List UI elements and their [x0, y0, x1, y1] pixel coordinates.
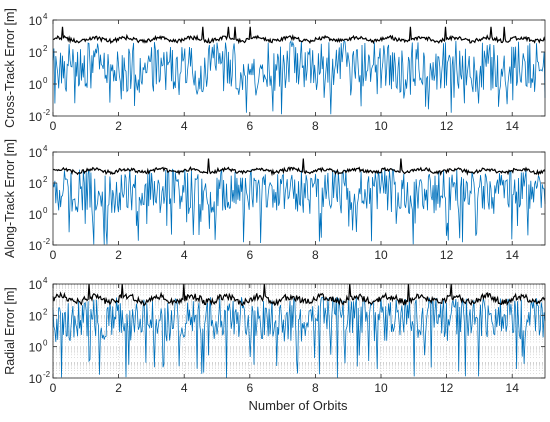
- panel-3-x-tick-label: 2: [115, 381, 122, 395]
- panel-2-x-tick-label: 12: [440, 248, 454, 262]
- panel-3-y-tick-label: 10: [29, 278, 43, 292]
- panel-1-error-series: [52, 40, 546, 115]
- panel-1-y-tick-label: 10: [29, 110, 43, 124]
- panel-2-error-series: [52, 168, 546, 245]
- panel-2-y-tick-exponent: 0: [43, 206, 48, 215]
- panel-2-axes-box: [52, 151, 546, 246]
- panel-3-x-tick-label: 10: [374, 381, 388, 395]
- panel-3-y-tick-exponent: 2: [43, 307, 48, 316]
- panel-2-x-tick-label: 10: [374, 248, 388, 262]
- panel-3-x-tick-label: 4: [181, 381, 188, 395]
- panel-2-y-tick-label: 10: [29, 239, 43, 253]
- panel-1-y-tick-exponent: 2: [43, 44, 48, 53]
- panel-1-y-axis-label: Cross-Track Error [m]: [3, 8, 17, 128]
- panel-3-x-tick-label: 8: [312, 381, 319, 395]
- x-axis-label: Number of Orbits: [249, 398, 348, 413]
- panel-3-axes-box: [52, 283, 546, 379]
- panel-1-x-tick-label: 2: [115, 119, 122, 133]
- panel-3-bound-series: [52, 283, 546, 307]
- panel-3-y-tick-exponent: 0: [43, 339, 48, 348]
- panel-1-x-tick-label: 10: [374, 119, 388, 133]
- panel-1-x-tick-label: 12: [440, 119, 454, 133]
- panel-1-x-tick-label: 4: [181, 119, 188, 133]
- panel-2-y-tick-label: 10: [29, 208, 43, 222]
- panel-3-x-tick-label: 12: [440, 381, 454, 395]
- panel-1-bound-series: [52, 26, 546, 45]
- panel-1-y-tick-label: 10: [29, 14, 43, 28]
- panel-2-y-axis-label: Along-Track Error [m]: [3, 139, 17, 258]
- panel-2-y-tick-label: 10: [29, 177, 43, 191]
- panel-2-y-tick-exponent: 2: [43, 175, 48, 184]
- panel-1-axes-box: [52, 19, 546, 117]
- panel-3-y-tick-exponent: 4: [43, 276, 48, 285]
- panel-2-bound-series: [52, 158, 546, 177]
- panel-2-y-tick-exponent: 4: [43, 144, 48, 153]
- panel-3-error-series: [52, 296, 546, 379]
- panel-2-x-tick-label: 6: [246, 248, 253, 262]
- panel-2-x-tick-label: 14: [506, 248, 520, 262]
- panel-2-y-tick-exponent: -2: [43, 237, 51, 246]
- panel-1-y-tick-label: 10: [29, 46, 43, 60]
- panel-3-x-tick-label: 14: [506, 381, 520, 395]
- panel-1-y-tick-exponent: 0: [43, 76, 48, 85]
- panel-1-y-tick-label: 10: [29, 78, 43, 92]
- panel-2-x-tick-label: 4: [181, 248, 188, 262]
- panel-3-y-tick-label: 10: [29, 341, 43, 355]
- panel-1-x-tick-label: 0: [50, 119, 57, 133]
- panel-2-y-tick-label: 10: [29, 146, 43, 160]
- panel-3-y-tick-exponent: -2: [43, 370, 51, 379]
- panel-2-x-tick-label: 2: [115, 248, 122, 262]
- panel-2-x-tick-label: 0: [50, 248, 57, 262]
- panel-3-y-tick-label: 10: [29, 309, 43, 323]
- panel-3-x-tick-label: 6: [246, 381, 253, 395]
- panel-1-x-tick-label: 14: [506, 119, 520, 133]
- panel-2-x-tick-label: 8: [312, 248, 319, 262]
- panel-1-y-tick-exponent: 4: [43, 12, 48, 21]
- panel-1-x-tick-label: 8: [312, 119, 319, 133]
- panel-1-x-tick-label: 6: [246, 119, 253, 133]
- panel-3-y-tick-label: 10: [29, 372, 43, 386]
- panel-3-y-axis-label: Radial Error [m]: [3, 287, 17, 375]
- panel-1-y-tick-exponent: -2: [43, 108, 51, 117]
- panel-3-x-tick-label: 0: [50, 381, 57, 395]
